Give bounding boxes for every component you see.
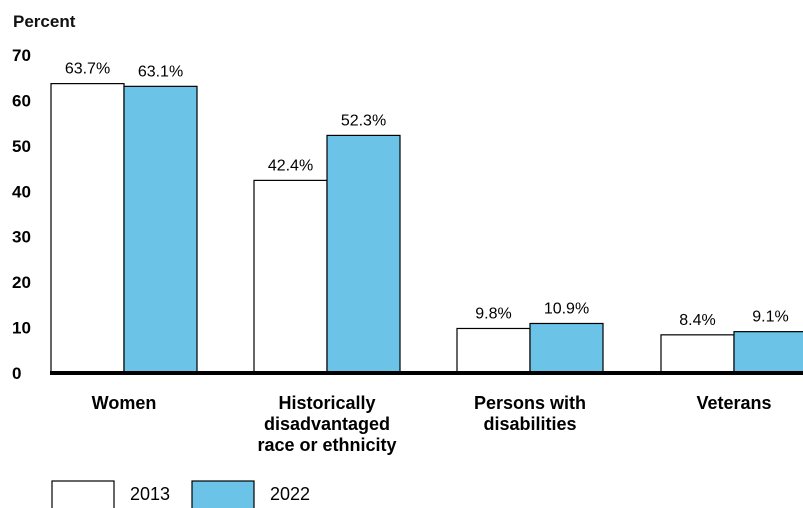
bar bbox=[50, 83, 125, 374]
legend-swatch bbox=[51, 480, 115, 508]
legend-label: 2013 bbox=[130, 484, 170, 504]
category-label: disabilities bbox=[483, 414, 576, 434]
y-tick-label: 30 bbox=[12, 228, 31, 247]
y-tick-label: 60 bbox=[12, 91, 31, 110]
category-label: Historically bbox=[278, 393, 375, 413]
y-tick-label: 0 bbox=[12, 364, 21, 383]
bar bbox=[123, 85, 198, 374]
y-tick-label: 10 bbox=[12, 319, 31, 338]
data-label: 9.8% bbox=[475, 305, 511, 322]
y-tick-label: 20 bbox=[12, 273, 31, 292]
y-tick-label: 50 bbox=[12, 137, 31, 156]
bar bbox=[456, 327, 531, 374]
data-label: 63.7% bbox=[65, 61, 110, 78]
category-label: Women bbox=[92, 393, 157, 413]
y-tick-label: 40 bbox=[12, 182, 31, 201]
data-label: 9.1% bbox=[752, 309, 788, 326]
data-label: 8.4% bbox=[679, 312, 715, 329]
legend-label: 2022 bbox=[270, 484, 310, 504]
bar bbox=[253, 179, 328, 374]
data-label: 10.9% bbox=[544, 300, 589, 317]
bar bbox=[326, 134, 401, 374]
data-label: 42.4% bbox=[268, 157, 313, 174]
bar bbox=[529, 322, 604, 374]
data-label: 63.1% bbox=[138, 63, 183, 80]
legend-swatch bbox=[191, 480, 255, 508]
category-label: Veterans bbox=[696, 393, 771, 413]
bar bbox=[660, 334, 735, 374]
data-label: 52.3% bbox=[341, 112, 386, 129]
category-label: race or ethnicity bbox=[257, 435, 396, 455]
category-label: disadvantaged bbox=[264, 414, 390, 434]
y-axis-label: Percent bbox=[13, 12, 76, 31]
y-tick-label: 70 bbox=[12, 46, 31, 65]
category-label: Persons with bbox=[474, 393, 586, 413]
bar bbox=[733, 331, 803, 374]
